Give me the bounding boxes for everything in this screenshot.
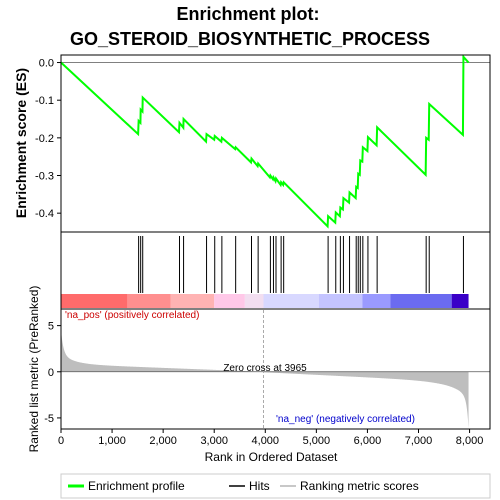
es-y-tick-label: 0.0 <box>39 58 54 70</box>
x-tick-label: 1,000 <box>98 435 126 447</box>
legend-box <box>60 473 491 499</box>
heat-bar-segment <box>127 294 171 308</box>
heat-bar-segment <box>61 294 128 308</box>
zero-cross-label: Zero cross at 3965 <box>223 363 307 374</box>
heat-bar-segment <box>362 294 391 308</box>
metric-y-axis-label: Ranked list metric (PreRanked) <box>27 286 41 453</box>
plot-frame <box>60 54 491 430</box>
x-tick-label: 2,000 <box>149 435 177 447</box>
es-y-tick-label: -0.2 <box>35 133 54 145</box>
legend-profile-label: Enrichment profile <box>88 479 185 493</box>
x-tick-label: 3,000 <box>200 435 228 447</box>
chart-title-line2: GO_STEROID_BIOSYNTHETIC_PROCESS <box>70 29 430 49</box>
es-y-tick-label: -0.1 <box>35 95 54 107</box>
heat-bar-segment <box>390 294 452 308</box>
x-tick-label: 7,000 <box>405 435 433 447</box>
legend-metric-label: Ranking metric scores <box>300 479 419 493</box>
chart-title-line1: Enrichment plot: <box>177 4 320 24</box>
metric-y-tick-label: 5 <box>48 321 54 333</box>
es-y-tick-label: -0.4 <box>35 208 54 220</box>
x-tick-label: 5,000 <box>303 435 331 447</box>
metric-panel <box>61 310 490 429</box>
es-y-axis-label: Enrichment score (ES) <box>13 68 29 218</box>
hits-panel <box>61 236 469 308</box>
heat-bar-segment <box>451 294 469 308</box>
heat-bar-segment <box>263 294 319 308</box>
x-axis-label: Rank in Ordered Dataset <box>205 450 338 464</box>
legend: Enrichment profile Hits Ranking metric s… <box>60 473 491 499</box>
heat-bar-segment <box>318 294 363 308</box>
metric-y-axis: 5 0 -5 <box>44 321 61 425</box>
x-tick-label: 6,000 <box>354 435 382 447</box>
legend-hits-label: Hits <box>249 479 270 493</box>
neg-correlated-label: 'na_neg' (negatively correlated) <box>276 414 415 425</box>
es-panel <box>60 54 490 229</box>
x-tick-label: 4,000 <box>252 435 280 447</box>
es-y-axis: 0.0 -0.1 -0.2 -0.3 -0.4 <box>35 58 61 220</box>
pos-correlated-label: 'na_pos' (positively correlated) <box>65 310 199 321</box>
enrichment-profile-line <box>60 54 470 229</box>
heat-bar-segment <box>170 294 215 308</box>
metric-y-tick-label: -5 <box>44 413 54 425</box>
x-tick-label: 0 <box>58 435 64 447</box>
heat-bar-segment <box>214 294 245 308</box>
x-tick-label: 8,000 <box>456 435 484 447</box>
x-axis: 0 1,000 2,000 3,000 4,000 5,000 6,000 7,000 8,00… <box>58 429 483 447</box>
es-y-tick-label: -0.3 <box>35 171 54 183</box>
heat-bar-segment <box>244 294 264 308</box>
metric-y-tick-label: 0 <box>48 367 54 379</box>
